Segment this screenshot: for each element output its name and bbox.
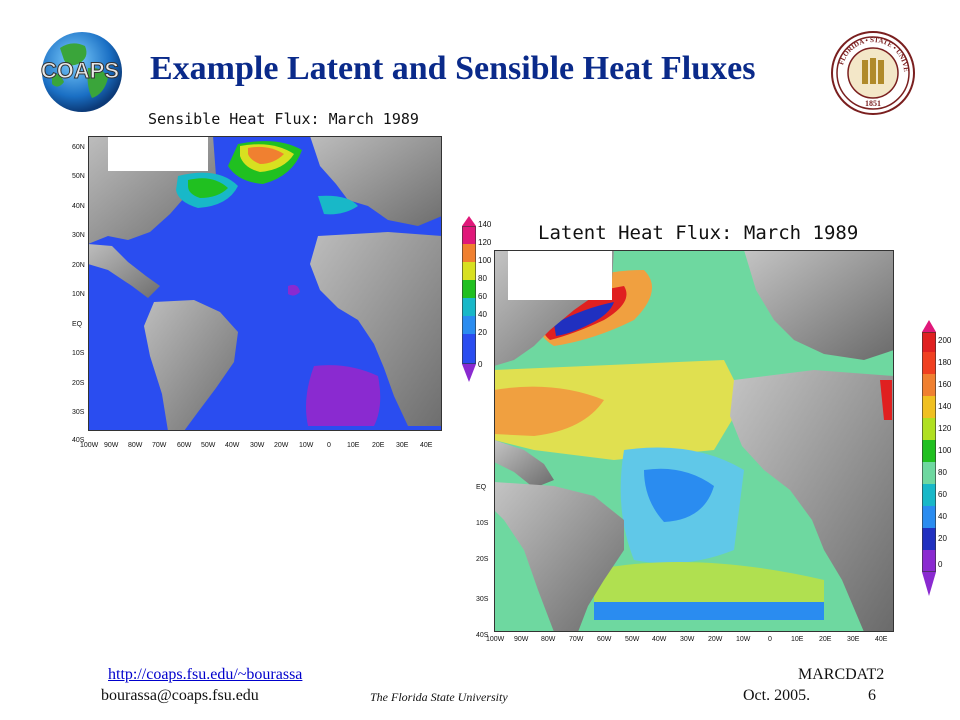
lat-label: EQ <box>72 321 83 328</box>
lon-label: 60W <box>177 442 192 449</box>
coaps-logo: COAPS <box>30 28 130 118</box>
lat-label: 30S <box>476 596 489 603</box>
lat-label: 40S <box>72 437 85 444</box>
sensible-map-title: Sensible Heat Flux: March 1989 <box>148 110 419 128</box>
footer-email: bourassa@coaps.fsu.edu <box>101 687 259 704</box>
svg-text:COAPS: COAPS <box>41 58 119 83</box>
sensible-cb-tick: 40 <box>478 310 487 319</box>
lon-label: 0 <box>327 442 331 449</box>
lon-label: 40E <box>420 442 433 449</box>
sensible-cb-tick: 80 <box>478 274 487 283</box>
latent-cb-tick: 80 <box>938 468 947 477</box>
sensible-cb-tick: 60 <box>478 292 487 301</box>
lat-label: 20S <box>476 556 489 563</box>
latent-cb-tick: 40 <box>938 512 947 521</box>
lat-label: 40N <box>72 203 85 210</box>
lon-label: 70W <box>152 442 167 449</box>
lat-label: 20S <box>72 380 85 387</box>
lon-label: 30W <box>680 636 695 643</box>
lat-label: 10N <box>72 291 85 298</box>
lon-label: 20W <box>274 442 289 449</box>
lon-label: 10E <box>791 636 804 643</box>
lon-label: 20W <box>708 636 723 643</box>
latent-lon-axis: 100W 90W 80W 70W 60W 50W 40W 30W 20W 10W… <box>486 636 906 648</box>
lat-label: 20N <box>72 262 85 269</box>
lon-label: 60W <box>597 636 612 643</box>
lon-label: 90W <box>104 442 119 449</box>
sensible-lon-axis: 100W 90W 80W 70W 60W 50W 40W 30W 20W 10W… <box>80 442 450 452</box>
latent-colorbar <box>922 320 936 596</box>
lon-label: 80W <box>541 636 556 643</box>
sensible-cb-tick: 0 <box>478 360 483 369</box>
footer-homepage-link[interactable]: http://coaps.fsu.edu/~bourassa <box>108 666 303 683</box>
lon-label: 50W <box>201 442 216 449</box>
lat-label: 50N <box>72 173 85 180</box>
lat-label: EQ <box>476 484 487 491</box>
svg-text:1851: 1851 <box>865 99 881 108</box>
lon-label: 50W <box>625 636 640 643</box>
lon-label: 20E <box>372 442 385 449</box>
latent-heat-map <box>494 250 894 632</box>
lon-label: 20E <box>819 636 832 643</box>
lat-label: 10S <box>476 520 489 527</box>
lat-label: 60N <box>72 144 85 151</box>
lon-label: 10E <box>347 442 360 449</box>
lon-label: 10W <box>736 636 751 643</box>
footer-university: The Florida State University <box>370 690 508 704</box>
sensible-colorbar <box>462 216 476 382</box>
lat-label: 10S <box>72 350 85 357</box>
latent-cb-tick: 180 <box>938 358 952 367</box>
lat-label: 30N <box>72 232 85 239</box>
sensible-cb-tick: 140 <box>478 220 492 229</box>
latent-cb-tick: 100 <box>938 446 952 455</box>
lon-label: 40W <box>652 636 667 643</box>
lon-label: 40E <box>875 636 888 643</box>
sensible-lat-axis: 60N 50N 40N 30N 20N 10N EQ 10S 20S 30S 4… <box>72 140 88 444</box>
lon-label: 80W <box>128 442 143 449</box>
lon-label: 30W <box>250 442 265 449</box>
latent-cb-tick: 140 <box>938 402 952 411</box>
lon-label: 100W <box>80 442 99 449</box>
latent-cb-tick: 60 <box>938 490 947 499</box>
latent-lat-axis: EQ 10S 20S 30S 40S <box>476 484 494 644</box>
lat-label: 40S <box>476 632 489 639</box>
latent-cb-tick: 0 <box>938 560 943 569</box>
lon-label: 30E <box>396 442 409 449</box>
latent-cb-tick: 120 <box>938 424 952 433</box>
lon-label: 40W <box>225 442 240 449</box>
latent-cb-tick: 20 <box>938 534 947 543</box>
sensible-heat-map <box>88 136 442 431</box>
lon-label: 70W <box>569 636 584 643</box>
lon-label: 90W <box>514 636 529 643</box>
lon-label: 30E <box>847 636 860 643</box>
slide-title: Example Latent and Sensible Heat Fluxes <box>150 50 756 87</box>
fsu-seal: FLORIDA • STATE • UNIVERSITY 1851 <box>827 24 916 116</box>
lon-label: 0 <box>768 636 772 643</box>
latent-cb-tick: 160 <box>938 380 952 389</box>
lon-label: 10W <box>299 442 314 449</box>
lon-label: 100W <box>486 636 505 643</box>
latent-map-title: Latent Heat Flux: March 1989 <box>538 222 859 244</box>
lat-label: 30S <box>72 409 85 416</box>
sensible-cb-tick: 120 <box>478 238 492 247</box>
footer-date: Oct. 2005. <box>743 687 811 704</box>
sensible-cb-tick: 100 <box>478 256 492 265</box>
footer-conference: MARCDAT2 <box>798 666 885 683</box>
sensible-cb-tick: 20 <box>478 328 487 337</box>
slide-number: 6 <box>868 687 876 704</box>
latent-cb-tick: 200 <box>938 336 952 345</box>
